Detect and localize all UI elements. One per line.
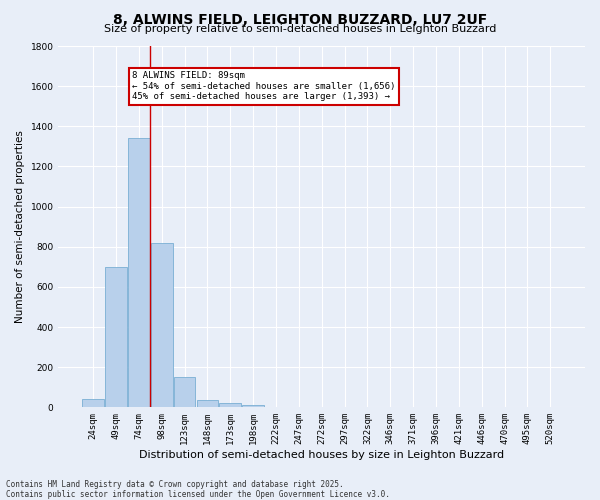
Bar [220,404,241,407]
Text: 8, ALWINS FIELD, LEIGHTON BUZZARD, LU7 2UF: 8, ALWINS FIELD, LEIGHTON BUZZARD, LU7 2… [113,12,487,26]
Bar [151,242,173,408]
Bar [174,377,196,408]
Text: Size of property relative to semi-detached houses in Leighton Buzzard: Size of property relative to semi-detach… [104,24,496,34]
Text: 8 ALWINS FIELD: 89sqm
← 54% of semi-detached houses are smaller (1,656)
45% of s: 8 ALWINS FIELD: 89sqm ← 54% of semi-deta… [132,72,395,101]
Bar [128,138,150,407]
Bar [105,267,127,408]
Text: Contains HM Land Registry data © Crown copyright and database right 2025.
Contai: Contains HM Land Registry data © Crown c… [6,480,390,499]
Bar [82,400,104,407]
Bar [242,406,264,407]
X-axis label: Distribution of semi-detached houses by size in Leighton Buzzard: Distribution of semi-detached houses by … [139,450,504,460]
Bar [197,400,218,407]
Y-axis label: Number of semi-detached properties: Number of semi-detached properties [15,130,25,323]
